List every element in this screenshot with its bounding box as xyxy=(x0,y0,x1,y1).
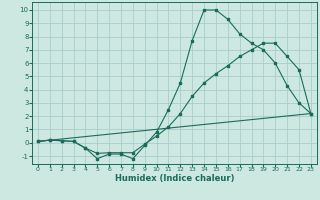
X-axis label: Humidex (Indice chaleur): Humidex (Indice chaleur) xyxy=(115,174,234,183)
